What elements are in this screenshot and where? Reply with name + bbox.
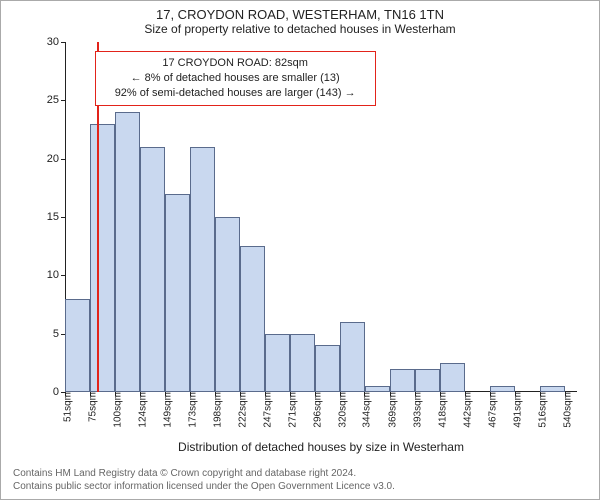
histogram-bar — [115, 112, 140, 392]
y-tick-mark — [61, 42, 65, 43]
histogram-bar — [65, 299, 90, 392]
x-tick-label: 467sqm — [482, 392, 499, 428]
x-tick-label: 100sqm — [107, 392, 124, 428]
histogram-bar — [90, 124, 115, 392]
histogram-bar — [190, 147, 215, 392]
credits-line2: Contains public sector information licen… — [13, 480, 587, 493]
x-tick-label: 173sqm — [181, 392, 198, 428]
x-tick-label: 491sqm — [506, 392, 523, 428]
histogram-bar — [390, 369, 415, 392]
histogram-bar — [215, 217, 240, 392]
histogram-bar — [165, 194, 190, 392]
histogram-bar — [340, 322, 365, 392]
annotation-line: 17 CROYDON ROAD: 82sqm — [104, 56, 367, 71]
annotation-line: ← 8% of detached houses are smaller (13) — [104, 71, 367, 86]
x-tick-label: 393sqm — [406, 392, 423, 428]
x-tick-label: 418sqm — [432, 392, 449, 428]
y-tick-mark — [61, 275, 65, 276]
x-tick-label: 149sqm — [157, 392, 174, 428]
x-tick-label: 369sqm — [381, 392, 398, 428]
chart-title-line1: 17, CROYDON ROAD, WESTERHAM, TN16 1TN — [13, 7, 587, 22]
histogram-bar — [140, 147, 165, 392]
x-tick-label: 296sqm — [307, 392, 324, 428]
x-tick-label: 516sqm — [532, 392, 549, 428]
x-tick-label: 124sqm — [131, 392, 148, 428]
x-tick-label: 198sqm — [207, 392, 224, 428]
y-tick-mark — [61, 100, 65, 101]
histogram-bar — [415, 369, 440, 392]
x-tick-label: 344sqm — [356, 392, 373, 428]
x-tick-label: 51sqm — [57, 392, 74, 422]
annotation-box: 17 CROYDON ROAD: 82sqm← 8% of detached h… — [95, 51, 376, 106]
x-tick-label: 320sqm — [331, 392, 348, 428]
x-tick-label: 75sqm — [81, 392, 98, 422]
x-tick-label: 271sqm — [281, 392, 298, 428]
x-tick-label: 442sqm — [456, 392, 473, 428]
x-tick-label: 540sqm — [556, 392, 573, 428]
histogram-bar — [315, 345, 340, 392]
x-tick-label: 222sqm — [231, 392, 248, 428]
histogram-plot: Number of detached properties Distributi… — [65, 42, 577, 392]
histogram-bar — [240, 246, 265, 392]
chart-title-block: 17, CROYDON ROAD, WESTERHAM, TN16 1TN Si… — [13, 7, 587, 36]
credits-line1: Contains HM Land Registry data © Crown c… — [13, 467, 587, 480]
x-tick-label: 247sqm — [257, 392, 274, 428]
histogram-bar — [265, 334, 290, 392]
histogram-bar — [440, 363, 465, 392]
x-axis-label: Distribution of detached houses by size … — [65, 440, 577, 454]
chart-title-line2: Size of property relative to detached ho… — [13, 22, 587, 36]
y-tick-mark — [61, 217, 65, 218]
y-tick-mark — [61, 159, 65, 160]
annotation-line: 92% of semi-detached houses are larger (… — [104, 86, 367, 101]
credits-block: Contains HM Land Registry data © Crown c… — [13, 467, 587, 493]
histogram-bar — [290, 334, 315, 392]
